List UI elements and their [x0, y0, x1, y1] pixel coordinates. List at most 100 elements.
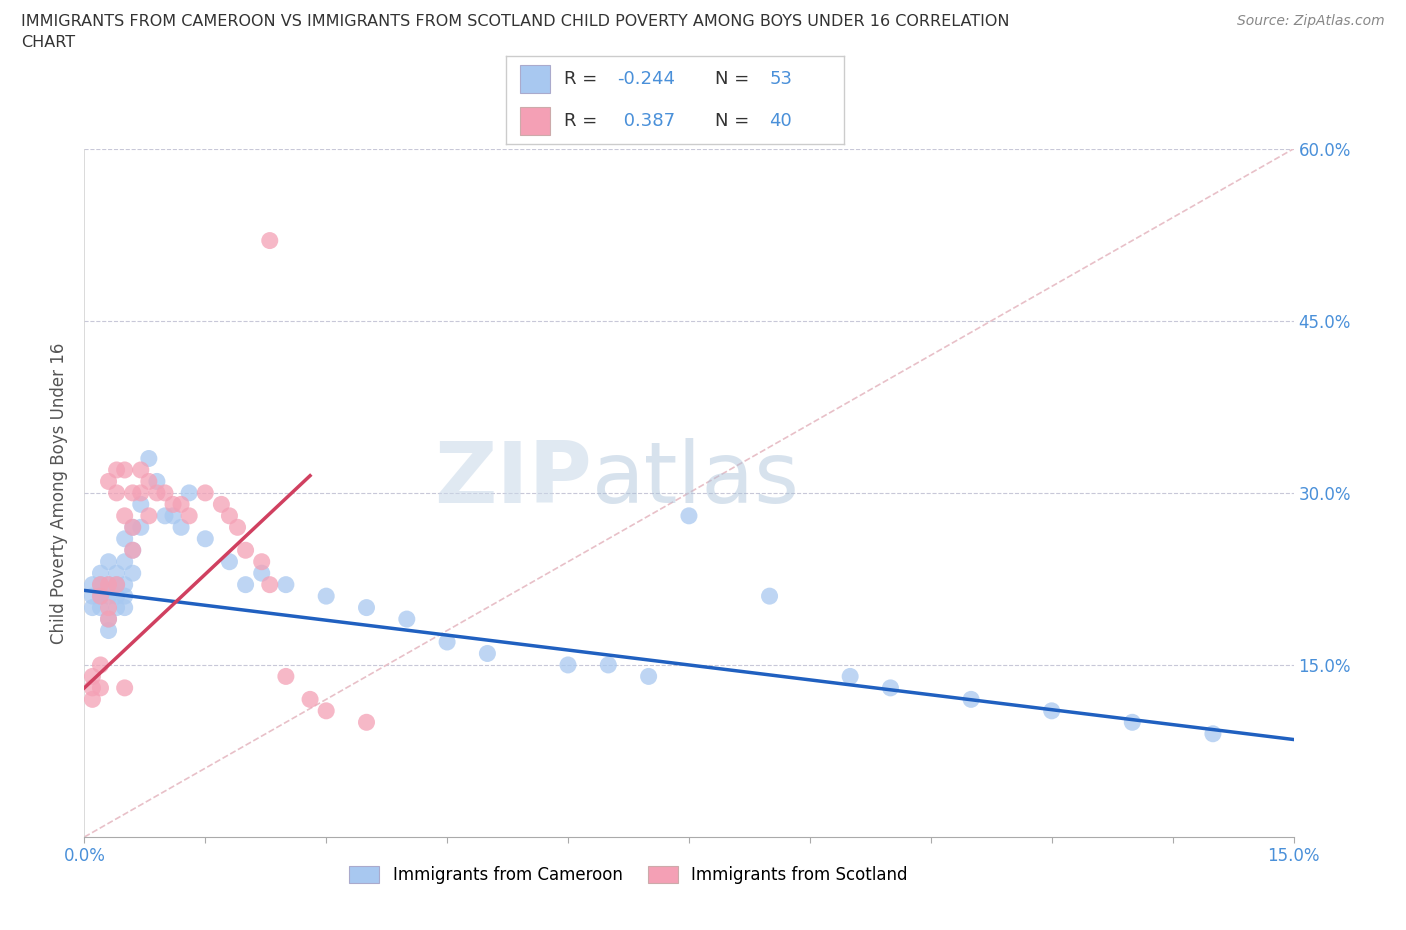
- Point: [121, 520, 143, 535]
- Point: [226, 520, 249, 535]
- Point: [315, 703, 337, 718]
- Point: [89, 589, 111, 604]
- Text: Source: ZipAtlas.com: Source: ZipAtlas.com: [1237, 14, 1385, 28]
- Point: [250, 565, 273, 580]
- Point: [235, 543, 257, 558]
- Point: [637, 669, 659, 684]
- Text: CHART: CHART: [21, 35, 75, 50]
- Point: [114, 578, 136, 592]
- Point: [89, 578, 111, 592]
- Text: 0.387: 0.387: [617, 113, 675, 130]
- Text: N =: N =: [716, 70, 755, 87]
- Point: [315, 589, 337, 604]
- Point: [194, 531, 217, 546]
- Point: [105, 462, 128, 477]
- Point: [105, 485, 128, 500]
- Text: N =: N =: [716, 113, 755, 130]
- Point: [121, 520, 143, 535]
- Point: [129, 520, 152, 535]
- Point: [209, 497, 232, 512]
- Point: [179, 509, 201, 524]
- Point: [121, 565, 143, 580]
- Point: [162, 509, 184, 524]
- Point: [89, 565, 111, 580]
- Point: [138, 474, 160, 489]
- Point: [97, 578, 120, 592]
- Point: [138, 451, 160, 466]
- Point: [138, 509, 160, 524]
- Point: [89, 578, 111, 592]
- Point: [97, 612, 120, 627]
- Point: [1121, 715, 1143, 730]
- Point: [97, 589, 120, 604]
- Point: [82, 600, 104, 615]
- Point: [121, 485, 143, 500]
- Point: [114, 531, 136, 546]
- Point: [879, 681, 901, 696]
- Point: [97, 600, 120, 615]
- FancyBboxPatch shape: [520, 65, 550, 93]
- Point: [121, 543, 143, 558]
- Point: [557, 658, 579, 672]
- Point: [82, 681, 104, 696]
- Point: [82, 578, 104, 592]
- Text: 40: 40: [769, 113, 792, 130]
- Point: [356, 715, 378, 730]
- Point: [274, 669, 297, 684]
- Point: [839, 669, 862, 684]
- Point: [114, 589, 136, 604]
- Point: [179, 485, 201, 500]
- Point: [274, 578, 297, 592]
- Text: IMMIGRANTS FROM CAMEROON VS IMMIGRANTS FROM SCOTLAND CHILD POVERTY AMONG BOYS UN: IMMIGRANTS FROM CAMEROON VS IMMIGRANTS F…: [21, 14, 1010, 29]
- Point: [114, 681, 136, 696]
- Point: [121, 543, 143, 558]
- Text: ZIP: ZIP: [434, 438, 592, 521]
- Point: [97, 554, 120, 569]
- Point: [82, 692, 104, 707]
- Y-axis label: Child Poverty Among Boys Under 16: Child Poverty Among Boys Under 16: [51, 342, 69, 644]
- Point: [97, 612, 120, 627]
- Point: [114, 554, 136, 569]
- Text: 53: 53: [769, 70, 793, 87]
- Point: [960, 692, 983, 707]
- Point: [356, 600, 378, 615]
- Point: [194, 485, 217, 500]
- Point: [235, 578, 257, 592]
- Point: [105, 578, 128, 592]
- Point: [218, 554, 240, 569]
- Point: [146, 474, 169, 489]
- Point: [129, 497, 152, 512]
- Point: [89, 600, 111, 615]
- Point: [105, 589, 128, 604]
- Point: [105, 565, 128, 580]
- Point: [477, 646, 499, 661]
- Point: [105, 600, 128, 615]
- Text: -0.244: -0.244: [617, 70, 675, 87]
- Text: atlas: atlas: [592, 438, 800, 521]
- Point: [82, 669, 104, 684]
- Point: [162, 497, 184, 512]
- Point: [89, 589, 111, 604]
- Point: [598, 658, 620, 672]
- Point: [1202, 726, 1225, 741]
- Point: [250, 554, 273, 569]
- Point: [97, 474, 120, 489]
- Point: [153, 485, 176, 500]
- Point: [114, 509, 136, 524]
- Point: [97, 623, 120, 638]
- Point: [259, 578, 281, 592]
- Point: [259, 233, 281, 248]
- Point: [129, 462, 152, 477]
- Point: [153, 509, 176, 524]
- Point: [114, 600, 136, 615]
- Point: [299, 692, 322, 707]
- Text: R =: R =: [564, 70, 603, 87]
- Point: [678, 509, 700, 524]
- Point: [89, 681, 111, 696]
- Point: [218, 509, 240, 524]
- Point: [105, 578, 128, 592]
- Point: [97, 578, 120, 592]
- Point: [89, 658, 111, 672]
- Legend: Immigrants from Cameroon, Immigrants from Scotland: Immigrants from Cameroon, Immigrants fro…: [343, 859, 914, 891]
- Point: [146, 485, 169, 500]
